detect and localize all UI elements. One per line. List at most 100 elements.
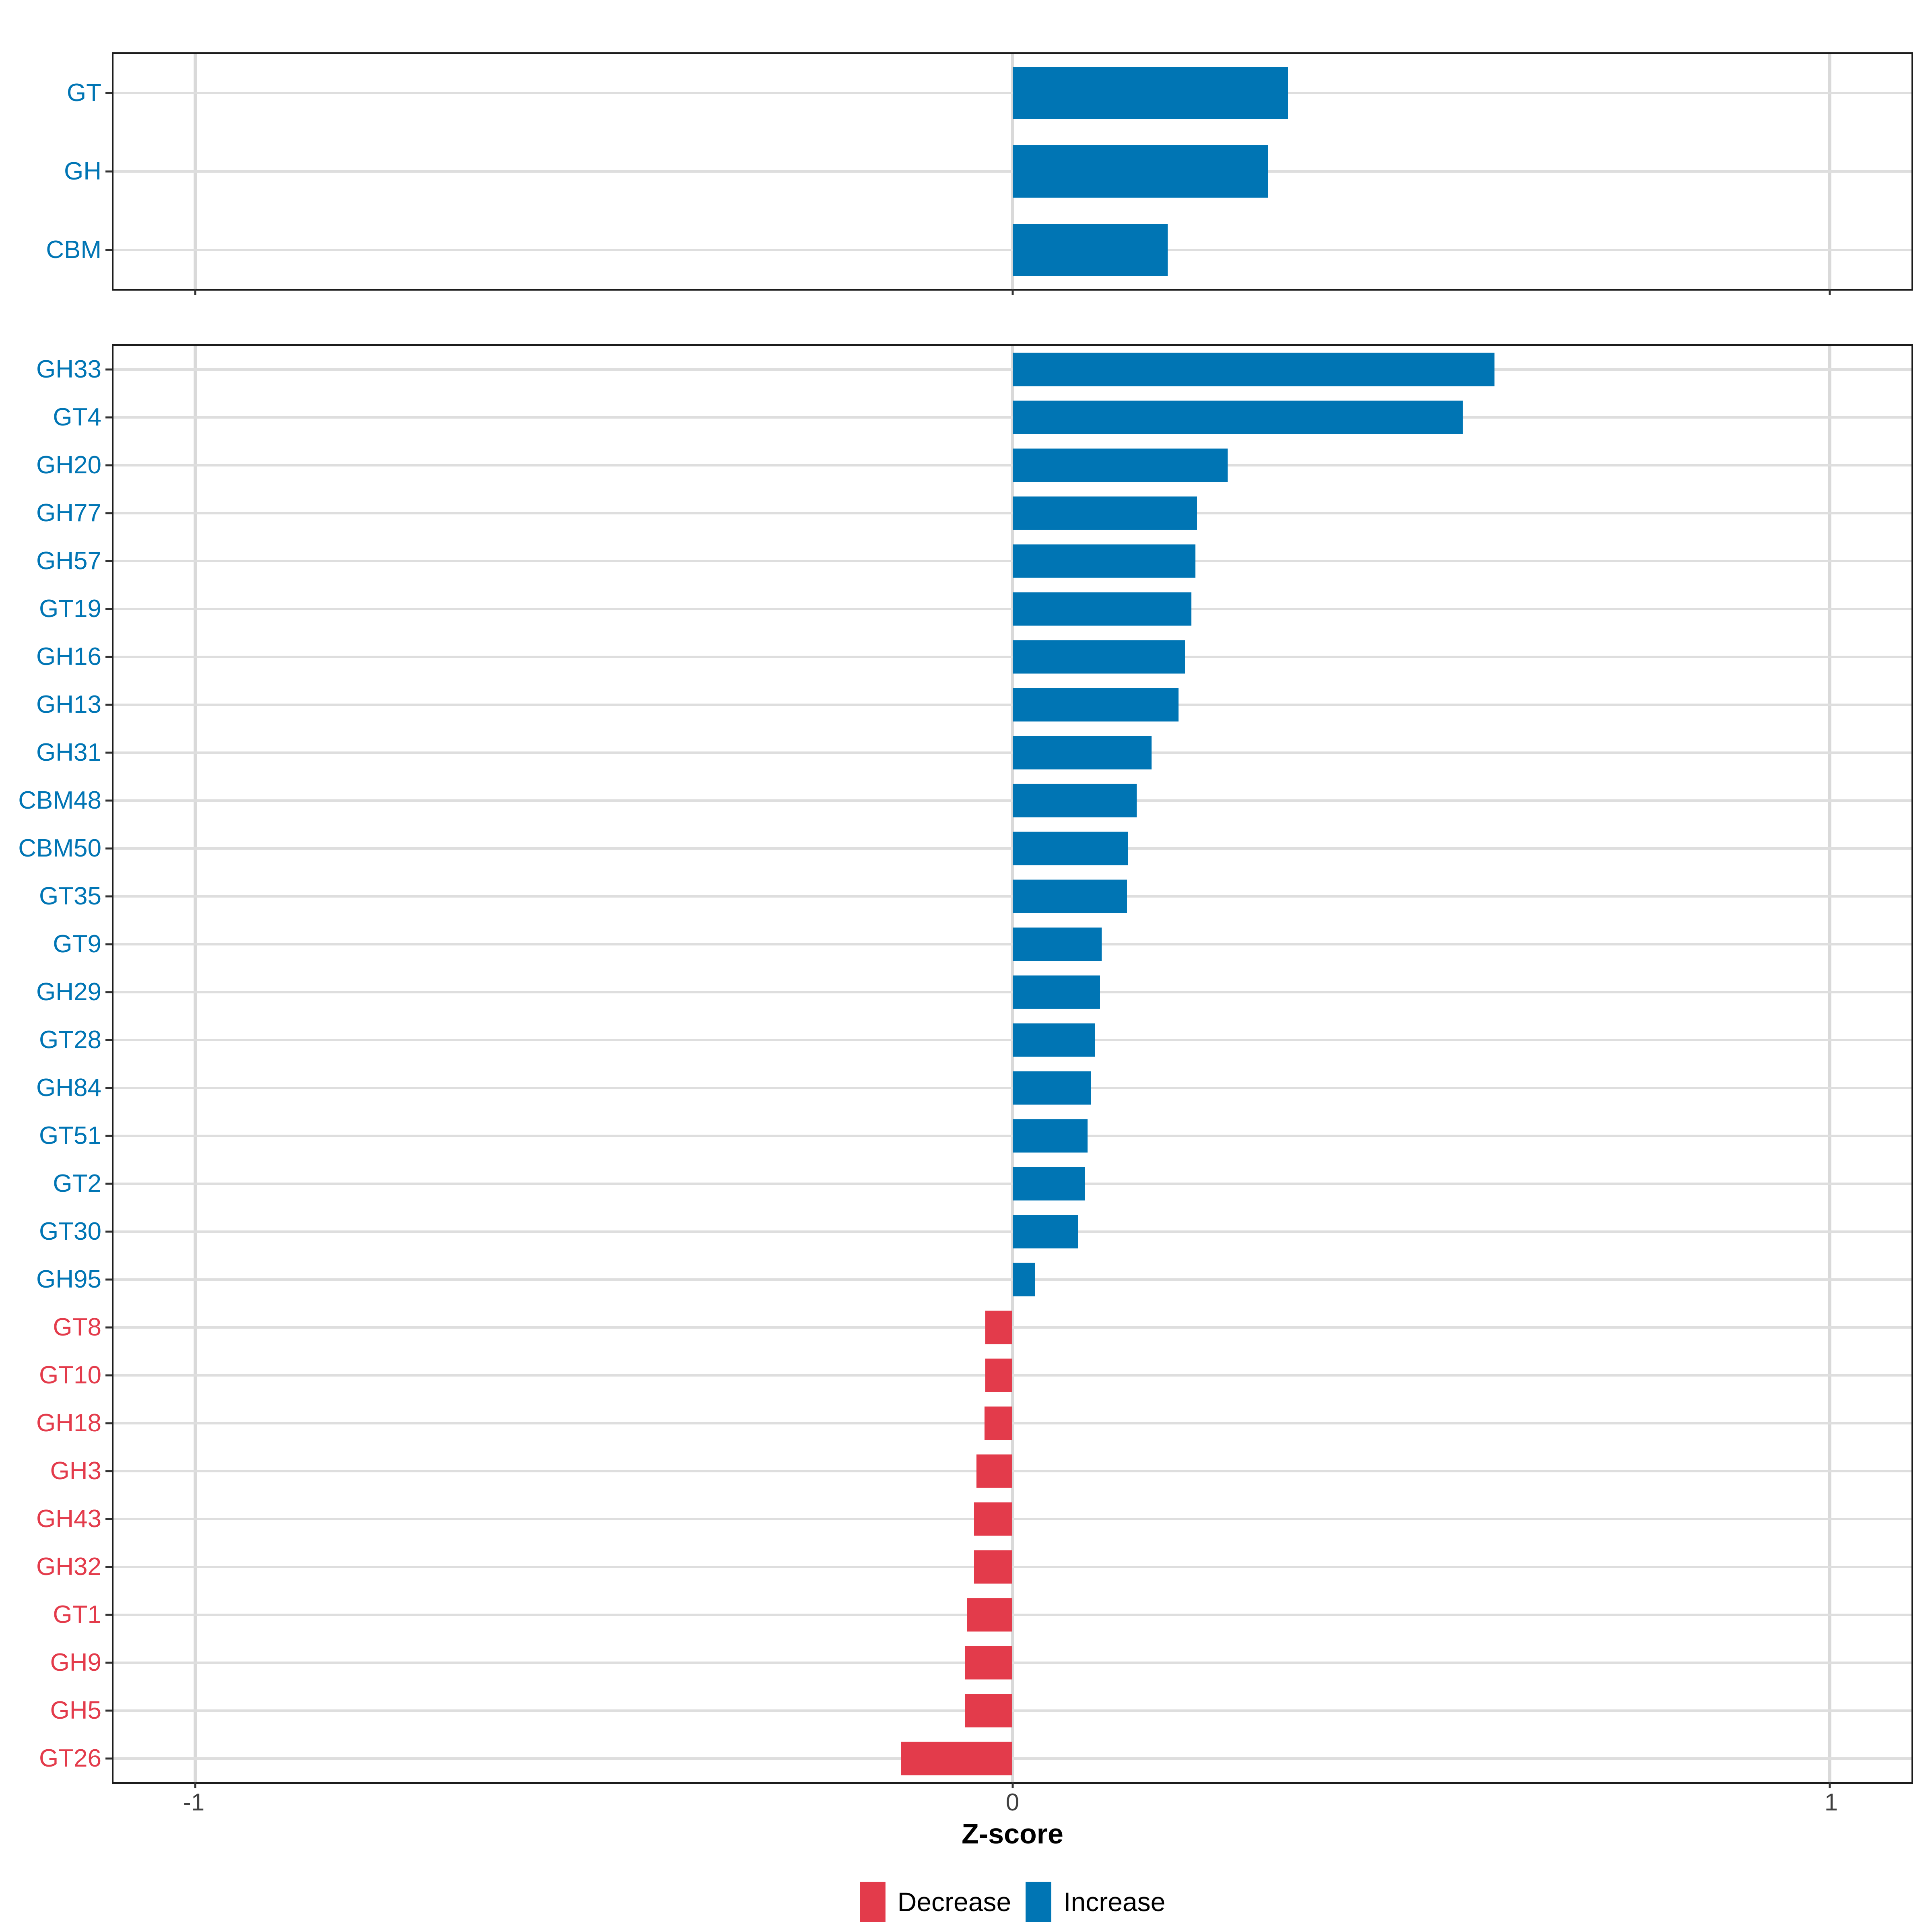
y-label-GT8: GT8 — [53, 1313, 101, 1341]
families-panel: GH33 GT4 GH20 GH77 GH57 GT19 GH16 GH13 GH31 CBM48… — [18, 344, 1913, 1788]
y-tick-GH77 — [105, 512, 112, 514]
summary-panel: GT GH CBM — [46, 52, 1913, 295]
bar-GT — [1012, 67, 1288, 120]
y-tick-GT1 — [105, 1614, 112, 1616]
y-label-GT: GT — [66, 79, 101, 107]
bar-GH13 — [1012, 688, 1179, 722]
legend-item-decrease: Decrease — [859, 1882, 1011, 1922]
y-label-GT10: GT10 — [39, 1361, 101, 1389]
bar-GT35 — [1012, 879, 1127, 913]
y-tick-GT51 — [105, 1135, 112, 1137]
increase-swatch — [1026, 1882, 1052, 1922]
x-gridline--1 — [194, 346, 197, 1782]
y-tick-GT19 — [105, 608, 112, 610]
y-tick-GT35 — [105, 895, 112, 898]
y-gridline-GT26 — [114, 1757, 1911, 1760]
y-gridline-GH9 — [114, 1661, 1911, 1664]
x-tick--1 — [194, 289, 196, 295]
bar-GT8 — [985, 1311, 1013, 1344]
bar-CBM — [1012, 223, 1168, 276]
y-label-GT28: GT28 — [39, 1026, 101, 1054]
bar-GH5 — [965, 1694, 1013, 1728]
y-tick-GT9 — [105, 943, 112, 945]
y-tick-GH9 — [105, 1662, 112, 1664]
y-gridline-GH18 — [114, 1422, 1911, 1424]
y-label-GH84: GH84 — [36, 1073, 101, 1102]
y-label-GT51: GT51 — [39, 1121, 101, 1150]
y-tick-GH31 — [105, 751, 112, 754]
y-label-CBM50: CBM50 — [18, 834, 101, 863]
y-tick-GT4 — [105, 416, 112, 419]
y-gridline-GH5 — [114, 1709, 1911, 1712]
y-label-GT1: GT1 — [53, 1600, 101, 1629]
y-label-GH9: GH9 — [50, 1648, 101, 1676]
bar-GT9 — [1012, 927, 1102, 961]
bar-GH20 — [1012, 448, 1228, 482]
y-tick-GH32 — [105, 1566, 112, 1568]
x-tick-1 — [1829, 289, 1831, 295]
y-label-GT4: GT4 — [53, 403, 101, 431]
y-label-GH32: GH32 — [36, 1552, 101, 1581]
y-label-GH31: GH31 — [36, 739, 101, 767]
bar-GH16 — [1012, 640, 1185, 674]
bar-GH32 — [974, 1550, 1013, 1584]
bar-GT26 — [901, 1742, 1013, 1775]
y-tick-GH33 — [105, 368, 112, 371]
y-tick-GH3 — [105, 1470, 112, 1472]
y-label-GH3: GH3 — [50, 1457, 101, 1485]
y-gridline-GT8 — [114, 1326, 1911, 1329]
y-tick-CBM48 — [105, 799, 112, 802]
y-tick-GH13 — [105, 704, 112, 706]
x-gridline-1 — [1828, 346, 1831, 1782]
y-label-GH18: GH18 — [36, 1409, 101, 1437]
x-tick-1 — [1829, 1782, 1831, 1788]
bar-GT10 — [985, 1358, 1013, 1392]
bar-GH18 — [985, 1406, 1013, 1440]
legend-item-increase: Increase — [1026, 1882, 1165, 1922]
y-tick-GT30 — [105, 1230, 112, 1233]
y-tick-GH84 — [105, 1087, 112, 1089]
y-gridline-GT1 — [114, 1613, 1911, 1616]
y-tick-CBM50 — [105, 847, 112, 850]
bar-GH29 — [1012, 975, 1100, 1009]
y-tick-GH5 — [105, 1709, 112, 1712]
y-gridline-GH32 — [114, 1565, 1911, 1568]
bar-GH9 — [965, 1646, 1013, 1680]
y-label-GT19: GT19 — [39, 595, 101, 623]
y-label-GH77: GH77 — [36, 499, 101, 527]
y-tick-GT8 — [105, 1326, 112, 1329]
x-gridline-0 — [1011, 346, 1014, 1782]
legend-label-decrease: Decrease — [897, 1887, 1011, 1917]
x-tick-label-1: 1 — [1824, 1789, 1838, 1816]
bar-GT4 — [1012, 400, 1463, 434]
y-gridline-GH3 — [114, 1470, 1911, 1472]
y-label-GH5: GH5 — [50, 1696, 101, 1724]
bar-GH77 — [1012, 496, 1197, 530]
bar-GT51 — [1012, 1119, 1088, 1153]
x-tick--1 — [194, 1782, 196, 1788]
y-tick-GH95 — [105, 1278, 112, 1281]
y-label-GT26: GT26 — [39, 1744, 101, 1772]
y-label-GH16: GH16 — [36, 643, 101, 671]
bar-GH33 — [1012, 353, 1495, 386]
y-tick-GT26 — [105, 1757, 112, 1760]
y-label-CBM48: CBM48 — [18, 786, 101, 815]
x-tick-label--1: -1 — [183, 1789, 205, 1816]
legend-label-increase: Increase — [1063, 1887, 1166, 1917]
y-label-GH95: GH95 — [36, 1265, 101, 1293]
x-tick-0 — [1011, 289, 1013, 295]
bar-GH31 — [1012, 736, 1152, 770]
x-tick-label-0: 0 — [1005, 1789, 1020, 1816]
bar-GH3 — [976, 1454, 1013, 1488]
bar-CBM48 — [1012, 784, 1137, 817]
x-axis-title: Z-score — [962, 1818, 1063, 1849]
y-tick-GT28 — [105, 1039, 112, 1041]
y-label-GT35: GT35 — [39, 882, 101, 910]
y-label-GH29: GH29 — [36, 978, 101, 1006]
y-gridline-GT10 — [114, 1374, 1911, 1377]
y-gridline-GH43 — [114, 1517, 1911, 1520]
decrease-swatch — [859, 1882, 886, 1922]
y-label-GT2: GT2 — [53, 1169, 101, 1197]
y-label-GT30: GT30 — [39, 1217, 101, 1245]
